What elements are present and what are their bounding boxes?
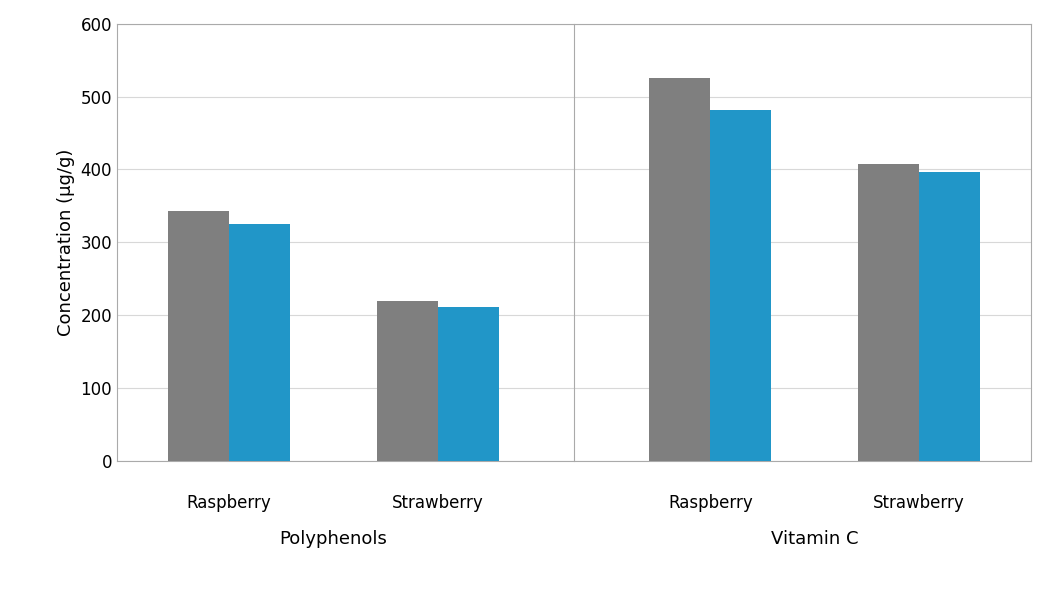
Text: Vitamin C: Vitamin C <box>771 530 858 548</box>
Text: Strawberry: Strawberry <box>392 494 484 512</box>
Text: Raspberry: Raspberry <box>187 494 271 512</box>
Bar <box>376 301 438 461</box>
Bar <box>230 224 290 461</box>
Bar <box>438 307 499 461</box>
Text: Strawberry: Strawberry <box>873 494 965 512</box>
Bar <box>649 78 710 461</box>
Y-axis label: Concentration (μg/g): Concentration (μg/g) <box>57 148 74 336</box>
Text: Raspberry: Raspberry <box>668 494 753 512</box>
Bar <box>918 171 980 461</box>
Bar <box>710 111 772 461</box>
Text: Polyphenols: Polyphenols <box>280 530 387 548</box>
Bar <box>168 211 230 461</box>
Bar <box>858 164 918 461</box>
